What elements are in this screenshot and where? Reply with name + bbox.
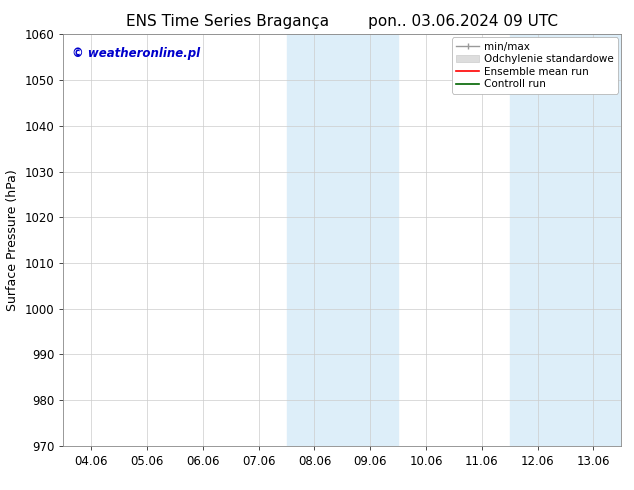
Y-axis label: Surface Pressure (hPa): Surface Pressure (hPa) <box>6 169 19 311</box>
Bar <box>510 34 621 446</box>
Legend: min/max, Odchylenie standardowe, Ensemble mean run, Controll run: min/max, Odchylenie standardowe, Ensembl… <box>452 37 618 94</box>
Bar <box>287 34 398 446</box>
Title: ENS Time Series Bragança        pon.. 03.06.2024 09 UTC: ENS Time Series Bragança pon.. 03.06.202… <box>126 14 559 29</box>
Text: © weatheronline.pl: © weatheronline.pl <box>72 47 200 60</box>
